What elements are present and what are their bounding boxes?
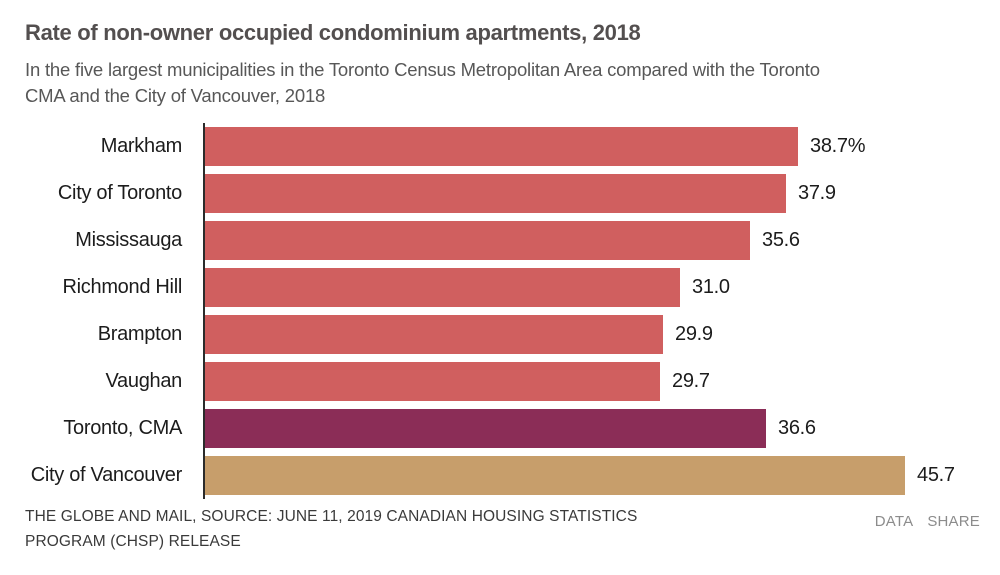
chart-row: Vaughan 29.7 — [0, 362, 1000, 409]
bar — [205, 174, 786, 213]
value-label: 36.6 — [778, 417, 816, 439]
bar-chart: Markham 38.7% City of Toronto 37.9 Mississau… — [0, 123, 1000, 503]
category-label: Richmond Hill — [62, 276, 183, 298]
bar — [205, 456, 905, 495]
value-label: 37.9 — [798, 182, 836, 204]
category-label: Mississauga — [75, 229, 182, 251]
bar — [205, 268, 680, 307]
chart-subtitle-line1: In the five largest municipalities in th… — [25, 59, 820, 80]
chart-row: Toronto, CMA 36.6 — [0, 409, 1000, 456]
chart-rows: Markham 38.7% City of Toronto 37.9 Mississau… — [0, 127, 1000, 503]
category-label: City of Vancouver — [30, 464, 183, 486]
value-label: 35.6 — [762, 229, 800, 251]
value-label: 29.7 — [672, 370, 710, 392]
chart-row: Markham 38.7% — [0, 127, 1000, 174]
bar — [205, 315, 663, 354]
share-link[interactable]: SHARE — [927, 513, 980, 530]
category-label: Brampton — [97, 323, 183, 345]
value-label: 45.7 — [917, 464, 955, 486]
category-label: Vaughan — [105, 370, 183, 392]
chart-row: Richmond Hill 31.0 — [0, 268, 1000, 315]
bar — [205, 221, 750, 260]
value-label: 38.7% — [810, 135, 866, 157]
bar-track: 45.7 — [205, 456, 1000, 495]
y-axis-line — [203, 123, 205, 499]
chart-subtitle: In the five largest municipalities in th… — [25, 57, 820, 109]
bar — [205, 127, 798, 166]
bar — [205, 409, 766, 448]
value-label: 29.9 — [675, 323, 713, 345]
category-label: City of Toronto — [57, 182, 182, 204]
bar-track: 29.7 — [205, 362, 1000, 401]
chart-row: City of Toronto 37.9 — [0, 174, 1000, 221]
bar — [205, 362, 660, 401]
bar-track: 37.9 — [205, 174, 1000, 213]
source-credit-line1: THE GLOBE AND MAIL, SOURCE: JUNE 11, 201… — [25, 508, 638, 525]
source-credit: THE GLOBE AND MAIL, SOURCE: JUNE 11, 201… — [25, 504, 637, 554]
chart-row: City of Vancouver 45.7 — [0, 456, 1000, 503]
footer-links: DATA SHARE — [875, 513, 980, 530]
bar-track: 35.6 — [205, 221, 1000, 260]
chart-row: Mississauga 35.6 — [0, 221, 1000, 268]
chart-row: Brampton 29.9 — [0, 315, 1000, 362]
chart-title: Rate of non-owner occupied condominium a… — [25, 20, 641, 45]
bar-track: 29.9 — [205, 315, 1000, 354]
bar-track: 38.7% — [205, 127, 1000, 166]
category-label: Toronto, CMA — [63, 417, 182, 439]
source-credit-line2: PROGRAM (CHSP) RELEASE — [25, 533, 241, 550]
bar-track: 31.0 — [205, 268, 1000, 307]
data-link[interactable]: DATA — [874, 513, 914, 530]
bar-track: 36.6 — [205, 409, 1000, 448]
category-label: Markham — [100, 135, 183, 157]
chart-subtitle-line2: CMA and the City of Vancouver, 2018 — [25, 85, 326, 106]
value-label: 31.0 — [692, 276, 730, 298]
